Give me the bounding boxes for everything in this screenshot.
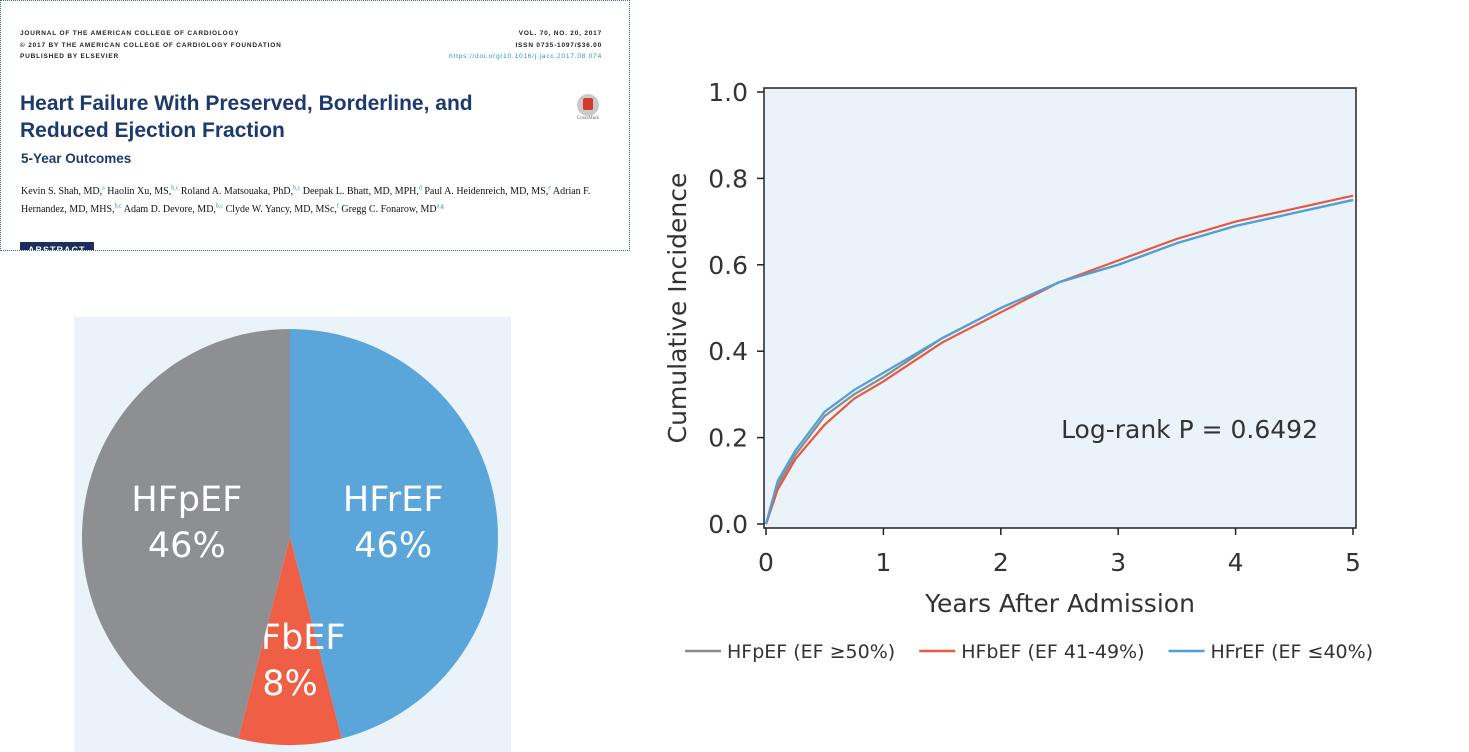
section-tab[interactable]: ABSTRACT xyxy=(20,242,94,250)
y-tick-label: 0.8 xyxy=(708,164,748,193)
author-affiliation: e xyxy=(548,186,551,192)
slice-label: HFrEF xyxy=(343,480,444,520)
author-name: Paul A. Heidenreich, MD, MS, xyxy=(424,186,549,198)
author-name: Adrian F. Hernandez, MD, MHS, xyxy=(21,186,591,215)
y-tick-label: 1.0 xyxy=(708,78,748,107)
author-name: Adam D. Devore, MD, xyxy=(123,203,216,215)
author-name: Kevin S. Shah, MD, xyxy=(21,186,103,198)
author: Adrian F. Hernandez, MD, MHS,b,c xyxy=(21,186,590,214)
author-affiliation: a,g xyxy=(436,203,444,210)
x-tick-label: 0 xyxy=(758,548,774,577)
slice-value-label: 8% xyxy=(262,664,318,704)
author-affiliation: d xyxy=(418,186,422,192)
issue-line: VOL. 70, NO. 20, 2017 xyxy=(518,30,602,37)
journal-line: © 2017 BY THE AMERICAN COLLEGE OF CARDIO… xyxy=(20,41,282,49)
legend-item: HFrEF (EF ≤40%) xyxy=(1168,641,1374,663)
author-affiliation: b,c xyxy=(293,186,301,192)
x-tick-label: 5 xyxy=(1345,548,1361,577)
issue-line: https://doi.org/10.1016/j.jacc.2017.08.0… xyxy=(449,53,602,60)
paper-subtitle: 5-Year Outcomes xyxy=(21,151,132,166)
crossmark-label: CrossMark xyxy=(576,116,600,121)
annotation: Log-rank P = 0.6492 xyxy=(1061,415,1318,444)
y-tick-label: 0.6 xyxy=(708,251,748,280)
journal-line: PUBLISHED BY ELSEVIER xyxy=(20,53,120,60)
author-name: Clyde W. Yancy, MD, MSc, xyxy=(225,203,337,215)
slice-value-label: 46% xyxy=(354,526,432,566)
series-line xyxy=(764,198,1354,525)
author-name: Roland A. Matsouaka, PhD, xyxy=(180,186,294,198)
author: Clyde W. Yancy, MD, MSc,f xyxy=(225,203,339,215)
author: Haolin Xu, MS,b,c xyxy=(107,186,178,197)
y-tick-label: 0.2 xyxy=(708,424,748,453)
author-name: Deepak L. Bhatt, MD, MPH, xyxy=(302,186,419,198)
author: Paul A. Heidenreich, MD, MS,e xyxy=(424,186,551,197)
legend-label: HFrEF (EF ≤40%) xyxy=(1211,641,1374,663)
plot-area xyxy=(763,87,1357,529)
journal-line: JOURNAL OF THE AMERICAN COLLEGE OF CARDI… xyxy=(20,30,240,37)
x-tick-label: 1 xyxy=(875,548,891,577)
x-tick-label: 3 xyxy=(1110,548,1126,577)
author: Gregg C. Fonarow, MDa,g xyxy=(341,203,444,215)
y-tick-label: 0.4 xyxy=(708,337,748,366)
author-affiliation: b,c xyxy=(171,186,179,192)
author: Kevin S. Shah, MD,a xyxy=(21,186,105,197)
paper-header: JOURNAL OF THE AMERICAN COLLEGE OF CARDI… xyxy=(0,0,630,251)
y-axis-label: Cumulative Incidence xyxy=(663,173,692,444)
author: Roland A. Matsouaka, PhD,b,c xyxy=(181,186,300,197)
pie-slice xyxy=(82,329,290,739)
legend-item: HFbEF (EF 41-49%) xyxy=(919,641,1145,663)
x-tick-label: 4 xyxy=(1228,548,1244,577)
legend-label: HFbEF (EF 41-49%) xyxy=(961,641,1144,663)
author-name: Gregg C. Fonarow, MD xyxy=(341,203,437,215)
author-affiliation: f xyxy=(336,203,339,210)
x-axis-label: Years After Admission xyxy=(924,589,1195,618)
issue-lines: VOL. 70, NO. 20, 2017 ISSN 0735-1097/$36.… xyxy=(449,28,602,63)
y-tick-label: 0.0 xyxy=(708,510,748,539)
slice-value-label: 46% xyxy=(148,526,226,566)
legend-label: HFpEF (EF ≥50%) xyxy=(727,641,895,663)
slice-label: HFpEF xyxy=(131,480,242,520)
author-affiliation: b,c xyxy=(114,203,122,210)
author-affiliation: a xyxy=(102,186,105,192)
pie-slice xyxy=(238,537,342,746)
author: Adam D. Devore, MD,b,c xyxy=(123,203,224,215)
authors: Kevin S. Shah, MD,a Haolin Xu, MS,b,c Ro… xyxy=(21,182,611,217)
crossmark[interactable]: CrossMark xyxy=(570,94,606,121)
author-affiliation: b,c xyxy=(215,203,224,210)
pie-slice xyxy=(290,329,498,739)
crossmark-icon xyxy=(577,94,599,116)
series-line xyxy=(764,194,1354,525)
x-tick-label: 2 xyxy=(993,548,1009,577)
legend-item: HFpEF (EF ≥50%) xyxy=(685,641,895,663)
issue-line: ISSN 0735-1097/$36.00 xyxy=(515,41,602,49)
author-name: Haolin Xu, MS, xyxy=(107,186,172,198)
journal-lines: JOURNAL OF THE AMERICAN COLLEGE OF CARDI… xyxy=(20,28,282,63)
paper-title: Heart Failure With Preserved, Borderline… xyxy=(20,92,473,142)
author: Deepak L. Bhatt, MD, MPH,d xyxy=(303,186,422,197)
